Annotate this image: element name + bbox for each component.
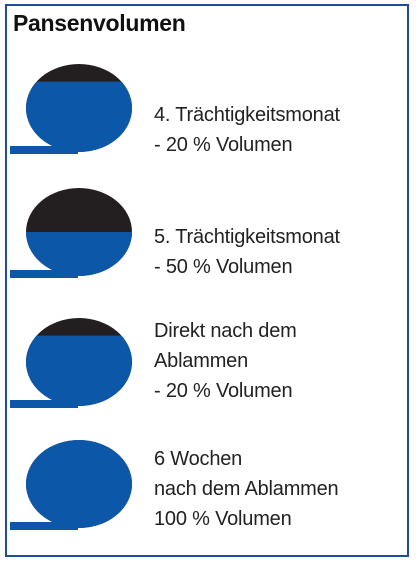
stage-label-line: 4. Trächtigkeitsmonat: [154, 104, 340, 126]
rumen-outlet: [10, 146, 78, 154]
rumen-filled-volume: [26, 440, 132, 528]
rumen-outlet: [10, 400, 78, 408]
stage-label-line: 100 % Volumen: [154, 508, 292, 530]
stage-label-line: nach dem Ablammen: [154, 478, 339, 500]
rumen-outlet: [10, 522, 78, 530]
stage-label: Direkt nach dem Ablammen - 20 % Volumen: [154, 316, 297, 406]
stage-label-line: 5. Trächtigkeitsmonat: [154, 226, 340, 248]
stage-label-line: Direkt nach dem: [154, 320, 297, 342]
rumen-icon: [10, 318, 132, 408]
stage-label: 5. Trächtigkeitsmonat - 50 % Volumen: [154, 222, 340, 282]
rumen-filled-volume: [26, 81, 132, 152]
rumen-icon: [10, 440, 132, 530]
stage-label: 4. Trächtigkeitsmonat - 20 % Volumen: [154, 100, 340, 160]
stage-label-line: 6 Wochen: [154, 448, 243, 470]
stage-label-line: Ablammen: [154, 350, 248, 372]
rumen-filled-volume: [26, 335, 132, 406]
rumen-icon: [10, 64, 132, 154]
stage-label-line: - 20 % Volumen: [154, 134, 293, 156]
stage-label-line: - 20 % Volumen: [154, 380, 293, 402]
stage-label: 6 Wochen nach dem Ablammen 100 % Volumen: [154, 444, 339, 534]
rumen-outlet: [10, 270, 78, 278]
rumen-icon: [10, 188, 132, 278]
stage-label-line: - 50 % Volumen: [154, 256, 293, 278]
diagram-title: Pansenvolumen: [13, 10, 186, 36]
